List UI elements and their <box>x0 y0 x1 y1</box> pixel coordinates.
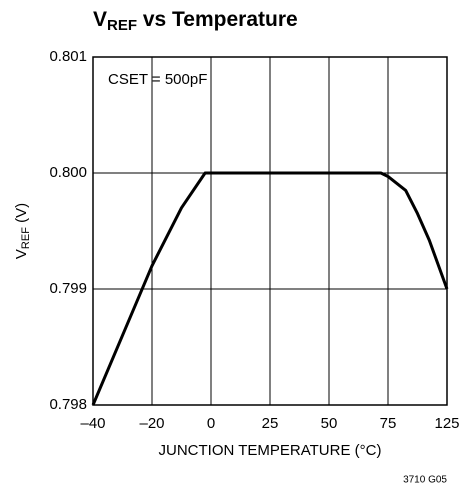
x-tick-label: 125 <box>434 415 459 432</box>
ylabel-sub: REF <box>20 227 32 249</box>
y-axis-label: VREF (V) <box>13 203 32 259</box>
title-rest: vs Temperature <box>137 8 298 31</box>
x-tick-label: 25 <box>262 415 279 432</box>
ylabel-main: V <box>13 249 30 259</box>
x-tick-label: 75 <box>380 415 397 432</box>
chart-title: VREF vs Temperature <box>93 8 298 34</box>
y-tick-label: 0.798 <box>49 396 87 413</box>
title-sub: REF <box>107 17 137 34</box>
y-tick-label: 0.800 <box>49 164 87 181</box>
footnote: 3710 G05 <box>403 475 447 486</box>
x-tick-label: –40 <box>80 415 105 432</box>
x-axis-label: JUNCTION TEMPERATURE (°C) <box>159 442 382 459</box>
x-tick-label: 50 <box>321 415 338 432</box>
y-tick-label: 0.799 <box>49 280 87 297</box>
title-main: V <box>93 8 107 31</box>
data-line <box>91 171 449 406</box>
annotation: CSET = 500pF <box>108 71 207 88</box>
ylabel-rest: (V) <box>13 203 30 227</box>
y-tick-label: 0.801 <box>49 48 87 65</box>
x-tick-label: –20 <box>139 415 164 432</box>
x-tick-label: 0 <box>207 415 215 432</box>
